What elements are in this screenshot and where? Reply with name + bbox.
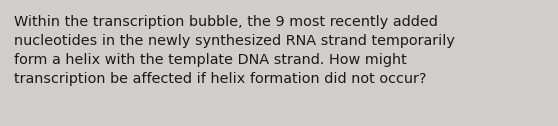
Text: Within the transcription bubble, the 9 most recently added
nucleotides in the ne: Within the transcription bubble, the 9 m…	[14, 15, 455, 86]
